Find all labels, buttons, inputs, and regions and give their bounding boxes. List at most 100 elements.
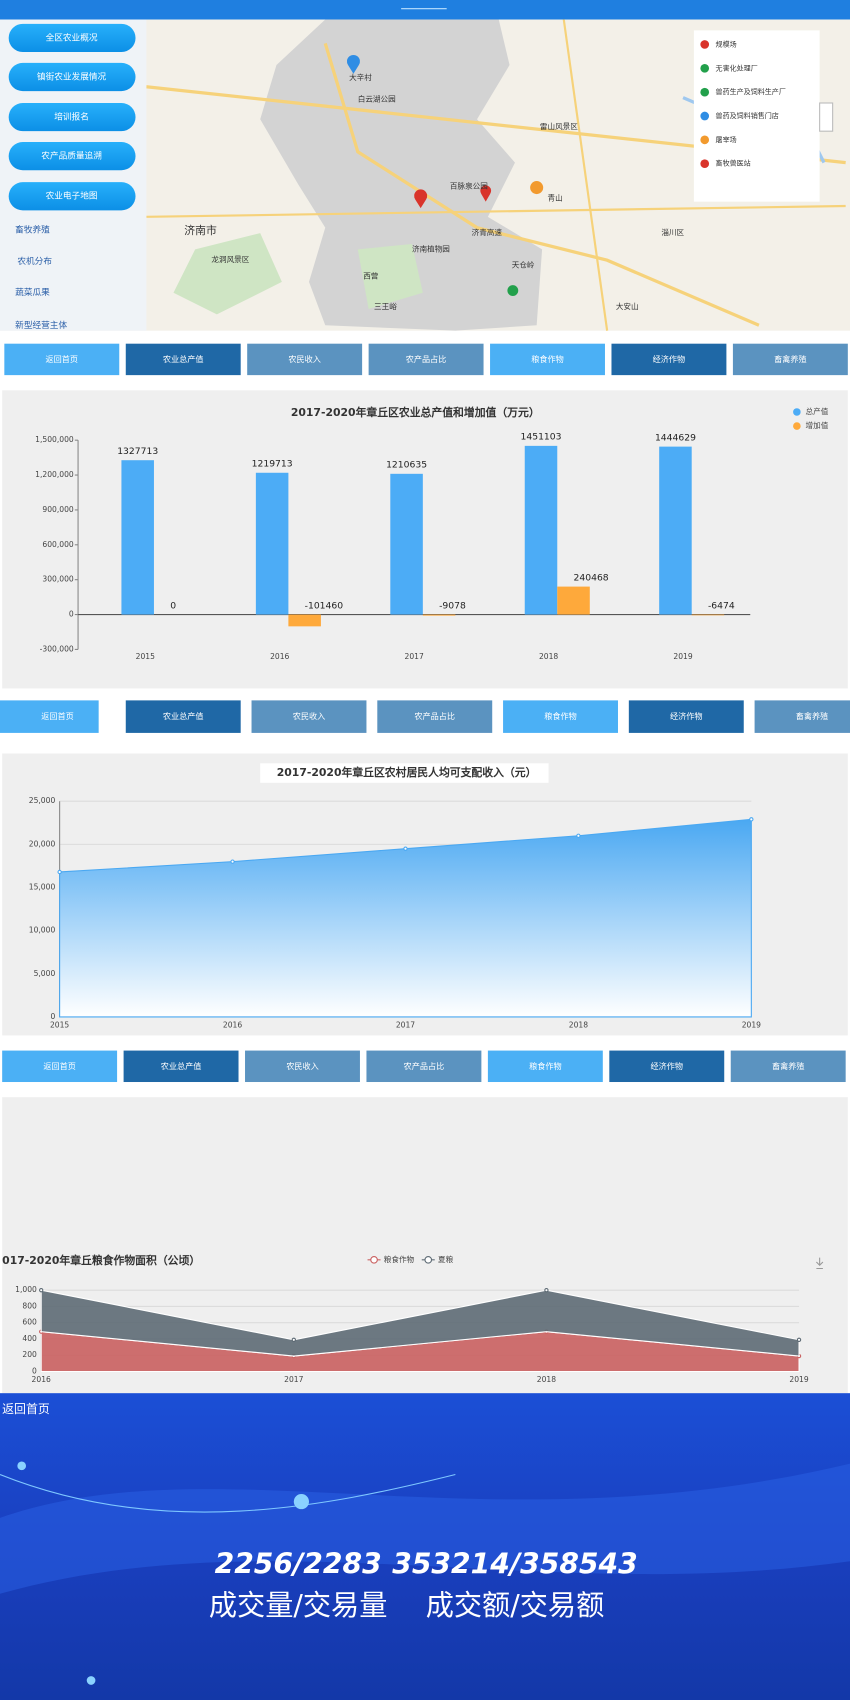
y-tick-label: 600 [22,1318,37,1327]
nav-label[interactable]: 畜禽养殖 [796,711,829,721]
nav-button[interactable] [2,1050,118,1083]
nav-button[interactable] [245,1050,360,1083]
nav-button[interactable] [125,343,241,376]
y-tick-label: -300,000 [40,644,74,653]
nav-button[interactable] [490,343,605,376]
back-link[interactable]: 返回首页 [2,1402,50,1416]
x-tick-label: 2017 [396,1021,415,1030]
map-layer-toggle[interactable]: 农机分布 [17,255,52,267]
map-layer-toggle[interactable]: 新型经营主体 [15,319,67,331]
nav-button[interactable] [368,343,484,376]
y-tick-label: 200 [22,1350,37,1359]
footer-dot [293,1494,309,1510]
nav-button[interactable] [611,343,727,376]
map-pin[interactable] [507,285,519,296]
nav-label[interactable]: 粮食作物 [544,711,577,721]
nav-label[interactable]: 农产品占比 [414,711,455,721]
nav-label[interactable]: 农业总产值 [163,354,204,364]
menu-label[interactable]: 镇街农业发展情况 [37,70,107,82]
area [59,818,752,1018]
map-label: 天仓岭 [512,260,535,270]
nav-label[interactable]: 畜禽养殖 [774,354,807,364]
park [173,233,282,315]
nav-button[interactable] [503,700,618,733]
legend-icon [700,40,710,49]
y-tick-label: 5,000 [34,969,56,978]
nav-label[interactable]: 经济作物 [651,1061,684,1071]
legend-label: 夏粮 [438,1254,454,1264]
menu-button[interactable] [8,182,136,211]
area [40,1289,800,1357]
chart-title: 2017-2020年章丘区农业总产值和增加值（万元） [291,405,540,419]
menu-label[interactable]: 农业电子地图 [46,190,98,202]
download-icon[interactable] [816,1257,824,1270]
data-label: 1444629 [655,432,696,443]
nav-label[interactable]: 农民收入 [293,711,326,721]
legend-label: 增加值 [806,420,829,430]
legend-icon [793,408,801,416]
nav-label[interactable]: 粮食作物 [531,354,564,364]
map-label: 三王峪 [374,301,397,311]
nav-label[interactable]: 返回首页 [46,354,79,364]
nav-button[interactable] [123,1050,239,1083]
menu-button[interactable] [8,102,136,132]
legend-icon [700,63,710,73]
road [323,42,760,327]
nav-label[interactable]: 农产品占比 [404,1061,445,1071]
x-tick-label: 2019 [789,1375,808,1384]
menu-label[interactable]: 培训报名 [54,111,89,123]
map-label: 西营 [363,270,379,280]
data-label: 240468 [574,572,609,583]
point [576,833,581,838]
zoom-control[interactable] [819,102,834,132]
nav-label[interactable]: 农民收入 [286,1061,319,1071]
nav-label[interactable]: 返回首页 [43,1061,76,1071]
map-layer-toggle[interactable]: 畜牧养殖 [15,223,50,235]
nav-label[interactable]: 畜禽养殖 [772,1061,805,1071]
map-pin[interactable] [530,181,544,195]
map-pin[interactable] [480,185,492,202]
nav-button[interactable] [251,700,367,733]
point [544,1288,549,1293]
nav-label[interactable]: 经济作物 [670,711,703,721]
menu-label[interactable]: 全区农业概况 [46,31,98,43]
nav-button[interactable] [125,700,241,733]
nav-button[interactable] [366,1050,482,1083]
nav-button[interactable] [609,1050,725,1083]
menu-button[interactable] [8,23,136,53]
road [562,19,609,331]
nav-label[interactable]: 农业总产值 [163,711,204,721]
nav-label[interactable]: 农民收入 [288,354,321,364]
nav-button[interactable] [377,700,493,733]
nav-label[interactable]: 农产品占比 [406,354,447,364]
legend-label: 规模场 [716,39,737,48]
map-label: 青山 [548,192,563,202]
nav-button[interactable] [247,343,363,376]
y-tick-label: 1,200,000 [35,470,74,479]
map-pin[interactable] [346,54,360,74]
chart-title: 017-2020年章丘粮食作物面积（公顷） [2,1253,200,1267]
nav-label[interactable]: 农业总产值 [161,1061,202,1071]
nav-button[interactable] [4,343,120,376]
nav-label[interactable]: 粮食作物 [529,1061,562,1071]
nav-button[interactable] [730,1050,846,1083]
menu-button[interactable] [8,62,136,92]
map-pin[interactable] [414,189,428,209]
legend-icon [793,422,801,430]
nav-button[interactable] [628,700,744,733]
legend-label: 总产值 [806,406,829,416]
map-label: 龙洞风景区 [211,254,249,264]
bar [121,460,154,615]
menu-button[interactable] [8,142,136,171]
nav-label[interactable]: 返回首页 [41,711,74,721]
district [260,19,543,331]
nav-label[interactable]: 经济作物 [653,354,686,364]
legend-icon [424,1256,433,1264]
point [39,1288,44,1293]
menu-label[interactable]: 农产品质量追溯 [41,150,102,162]
nav-button[interactable] [754,700,850,733]
map-layer-toggle[interactable]: 蔬菜瓜果 [15,286,50,298]
nav-button[interactable] [487,1050,603,1083]
nav-button[interactable] [0,700,99,733]
nav-button[interactable] [732,343,848,376]
